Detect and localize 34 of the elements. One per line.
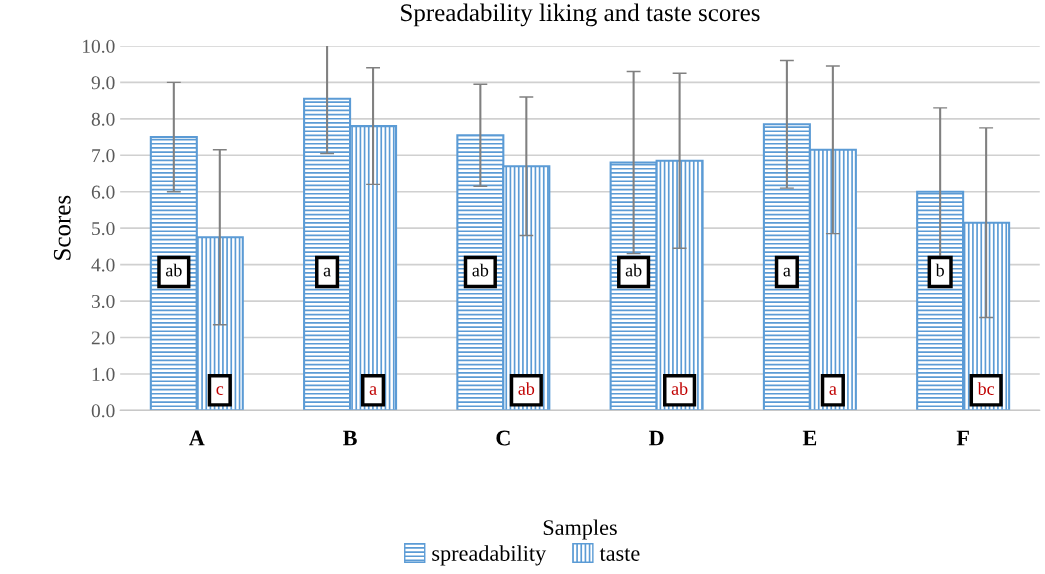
y-axis-title: Scores [53, 195, 71, 260]
y-tick-label: 2.0 [91, 331, 115, 345]
y-tick-label: 1.0 [92, 367, 115, 381]
chart-title: Spreadability liking and taste scores [401, 3, 760, 27]
legend-label: spreadability [432, 545, 547, 566]
data-label: a [829, 386, 837, 395]
x-tick-label: C [496, 430, 510, 446]
y-tick-label: 10.0 [83, 39, 115, 53]
data-label: bc [977, 382, 995, 395]
x-tick-label: D [648, 430, 664, 446]
y-tick-label: 0.0 [91, 404, 115, 418]
x-tick-label: A [189, 430, 205, 446]
data-label: a [369, 386, 377, 395]
y-tick-label: 8.0 [91, 112, 115, 126]
x-axis-title: Samples [543, 519, 617, 540]
y-tick-label: 7.0 [92, 149, 115, 163]
data-label: ab [671, 382, 688, 395]
y-tick-label: 3.0 [91, 294, 115, 309]
data-label: ab [625, 263, 642, 277]
data-label: ab [518, 382, 535, 395]
data-label: a [783, 267, 791, 277]
data-label: b [935, 263, 944, 277]
y-tick-label: 6.0 [91, 185, 115, 199]
x-tick-label: B [343, 430, 357, 446]
data-label: ab [165, 263, 182, 277]
y-tick-label: 9.0 [91, 76, 115, 90]
y-tick-label: 5.0 [92, 221, 115, 236]
y-tick-label: 4.0 [91, 258, 115, 272]
x-tick-label: F [956, 430, 969, 446]
x-tick-label: E [802, 430, 817, 446]
legend-label: taste [599, 548, 640, 561]
data-label: c [216, 386, 224, 395]
data-label: ab [472, 263, 489, 277]
data-label: a [323, 267, 331, 277]
